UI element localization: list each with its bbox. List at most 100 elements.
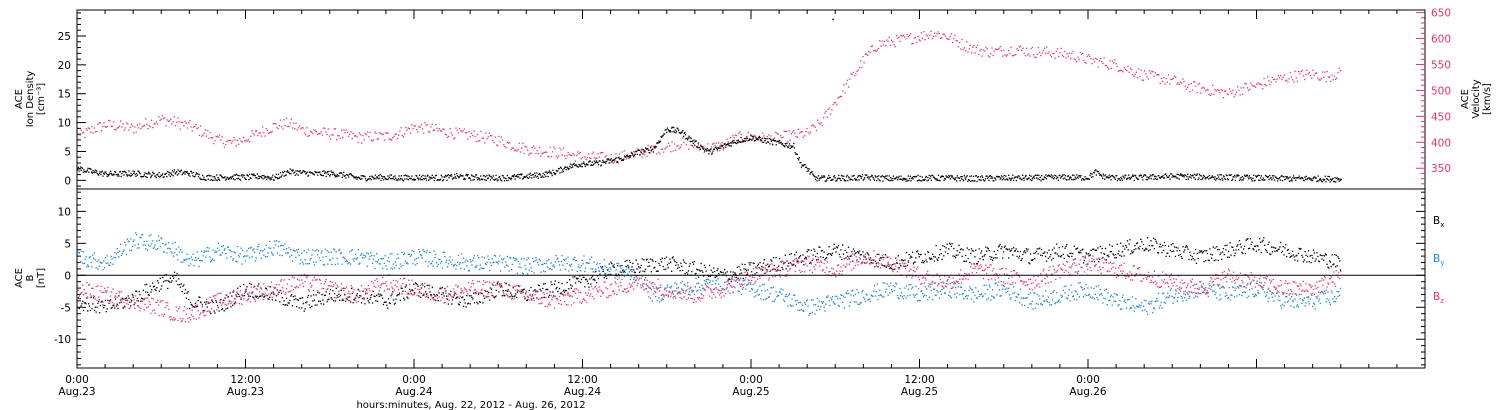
data-point xyxy=(816,180,818,182)
data-point xyxy=(926,180,928,182)
data-point xyxy=(689,263,691,265)
data-point xyxy=(967,51,969,53)
data-point xyxy=(1134,245,1136,247)
data-point xyxy=(108,173,110,175)
data-point xyxy=(1110,67,1112,70)
data-point xyxy=(165,172,167,175)
data-point xyxy=(542,172,544,175)
data-point xyxy=(1278,248,1280,250)
data-point xyxy=(626,259,628,262)
data-point xyxy=(418,174,421,176)
data-point xyxy=(239,179,242,181)
data-point xyxy=(130,123,132,125)
data-point xyxy=(321,174,323,177)
data-point xyxy=(900,265,902,267)
data-point xyxy=(443,176,445,178)
data-point xyxy=(775,131,777,134)
data-point xyxy=(152,286,155,288)
data-point xyxy=(84,258,86,260)
data-point xyxy=(856,179,858,181)
data-point xyxy=(1324,253,1326,255)
data-point xyxy=(737,277,739,279)
data-point xyxy=(313,299,315,301)
data-point xyxy=(350,263,352,265)
data-point xyxy=(203,132,205,134)
data-point xyxy=(1168,255,1171,257)
data-point xyxy=(470,132,473,134)
data-point xyxy=(591,275,594,277)
data-point xyxy=(589,160,591,162)
data-point xyxy=(757,139,759,141)
data-point xyxy=(500,136,502,138)
data-point xyxy=(1222,248,1225,250)
data-point xyxy=(309,130,311,133)
data-point xyxy=(555,170,558,172)
data-point xyxy=(1106,177,1108,179)
data-point xyxy=(765,138,767,140)
data-point xyxy=(692,140,694,142)
data-point xyxy=(1010,249,1012,252)
data-point xyxy=(145,118,147,120)
data-point xyxy=(114,252,116,254)
data-point xyxy=(996,176,998,178)
data-point xyxy=(376,294,378,297)
data-point xyxy=(961,176,963,178)
data-point xyxy=(1246,87,1248,89)
data-point xyxy=(596,161,598,163)
data-point xyxy=(1243,245,1246,247)
data-point xyxy=(427,130,430,133)
data-point xyxy=(146,283,148,286)
data-point xyxy=(1069,177,1071,179)
data-point xyxy=(609,273,611,275)
data-point xyxy=(1213,93,1215,95)
data-point xyxy=(1263,179,1265,181)
data-point xyxy=(870,176,872,178)
data-point xyxy=(101,300,103,302)
data-point xyxy=(600,164,603,166)
data-point xyxy=(117,173,119,175)
data-point xyxy=(1121,70,1123,72)
data-point xyxy=(992,54,994,57)
data-point xyxy=(1294,70,1296,72)
data-point xyxy=(1242,179,1244,181)
data-point xyxy=(1141,176,1143,179)
data-point xyxy=(342,174,344,176)
data-point xyxy=(316,171,318,174)
data-point xyxy=(289,173,291,175)
data-point xyxy=(327,263,329,265)
data-point xyxy=(544,151,547,153)
data-point xyxy=(1147,78,1149,80)
data-point xyxy=(1036,174,1038,176)
data-point xyxy=(1042,49,1044,52)
data-point xyxy=(357,177,359,179)
data-point xyxy=(1241,176,1244,178)
data-point xyxy=(251,173,253,175)
data-point xyxy=(353,177,355,179)
data-point xyxy=(464,302,466,304)
data-point xyxy=(352,176,355,178)
data-point xyxy=(214,251,216,254)
data-point xyxy=(666,127,668,129)
data-point xyxy=(438,292,440,294)
data-point xyxy=(223,146,226,148)
data-point xyxy=(1201,252,1203,254)
data-point xyxy=(338,172,341,174)
data-point xyxy=(132,240,134,243)
data-point xyxy=(1005,248,1007,250)
data-point xyxy=(1129,239,1131,241)
data-point xyxy=(1254,179,1256,181)
data-point xyxy=(77,252,79,254)
data-point xyxy=(1309,75,1312,77)
data-point xyxy=(1212,246,1214,248)
data-point xyxy=(1218,178,1220,180)
data-point xyxy=(231,176,233,178)
data-point xyxy=(400,127,402,129)
data-point xyxy=(819,246,821,248)
data-point xyxy=(354,257,356,260)
data-point xyxy=(539,173,541,175)
data-point xyxy=(1030,259,1032,261)
data-point xyxy=(275,123,277,125)
data-point xyxy=(213,310,215,312)
data-point xyxy=(391,253,393,255)
data-point xyxy=(512,175,514,177)
